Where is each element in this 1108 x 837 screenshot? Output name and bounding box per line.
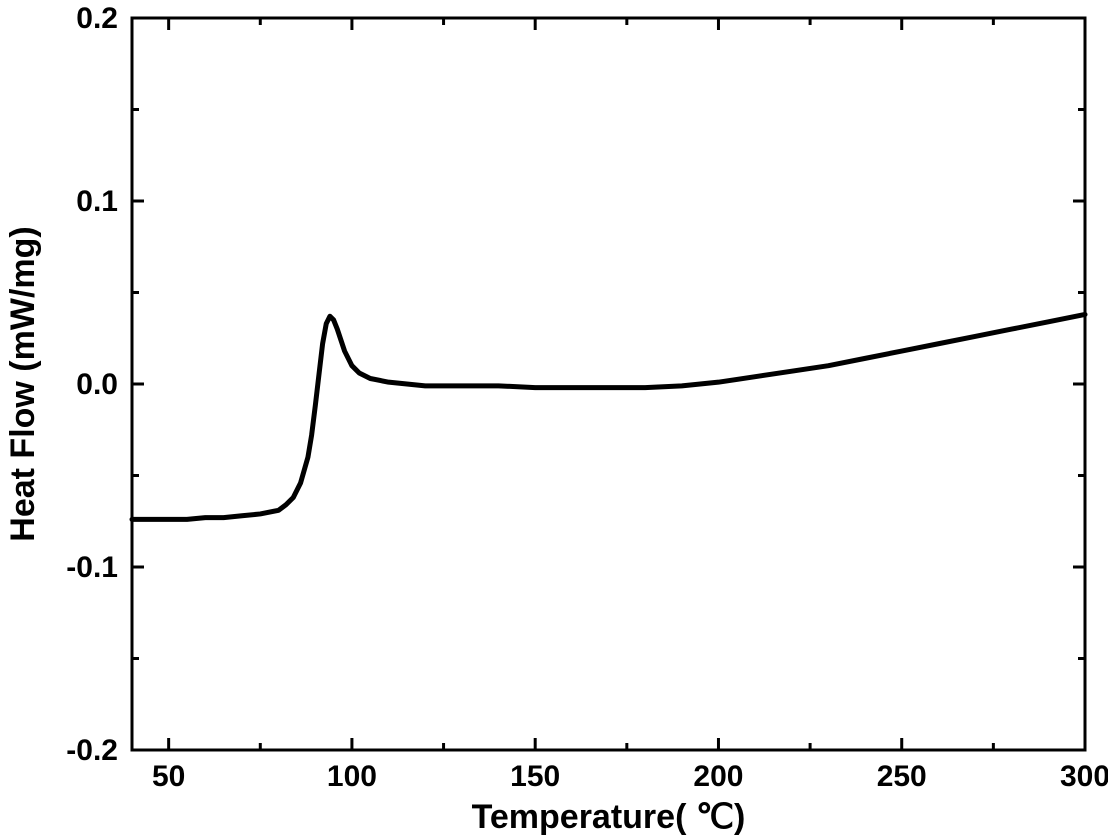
x-tick-label: 300 <box>1060 760 1108 793</box>
x-tick-label: 100 <box>327 760 377 793</box>
y-axis-label: Heat Flow (mW/mg) <box>4 226 42 541</box>
y-tick-label: -0.2 <box>66 734 118 767</box>
chart-svg: 50 100 150 200 250 300 -0.2 -0.1 0.0 0.1 0.2 Temper… <box>0 0 1108 837</box>
x-axis-label: Temperature( ℃) <box>472 798 746 836</box>
x-tick-label: 250 <box>877 760 927 793</box>
x-tick-label: 50 <box>152 760 185 793</box>
x-tick-label: 200 <box>693 760 743 793</box>
y-tick-label: 0.2 <box>76 2 118 35</box>
x-tick-label: 150 <box>510 760 560 793</box>
y-tick-label: 0.0 <box>76 368 118 401</box>
y-tick-label: -0.1 <box>66 551 118 584</box>
y-tick-label: 0.1 <box>76 185 118 218</box>
dsc-chart: 50 100 150 200 250 300 -0.2 -0.1 0.0 0.1 0.2 Temper… <box>0 0 1108 837</box>
